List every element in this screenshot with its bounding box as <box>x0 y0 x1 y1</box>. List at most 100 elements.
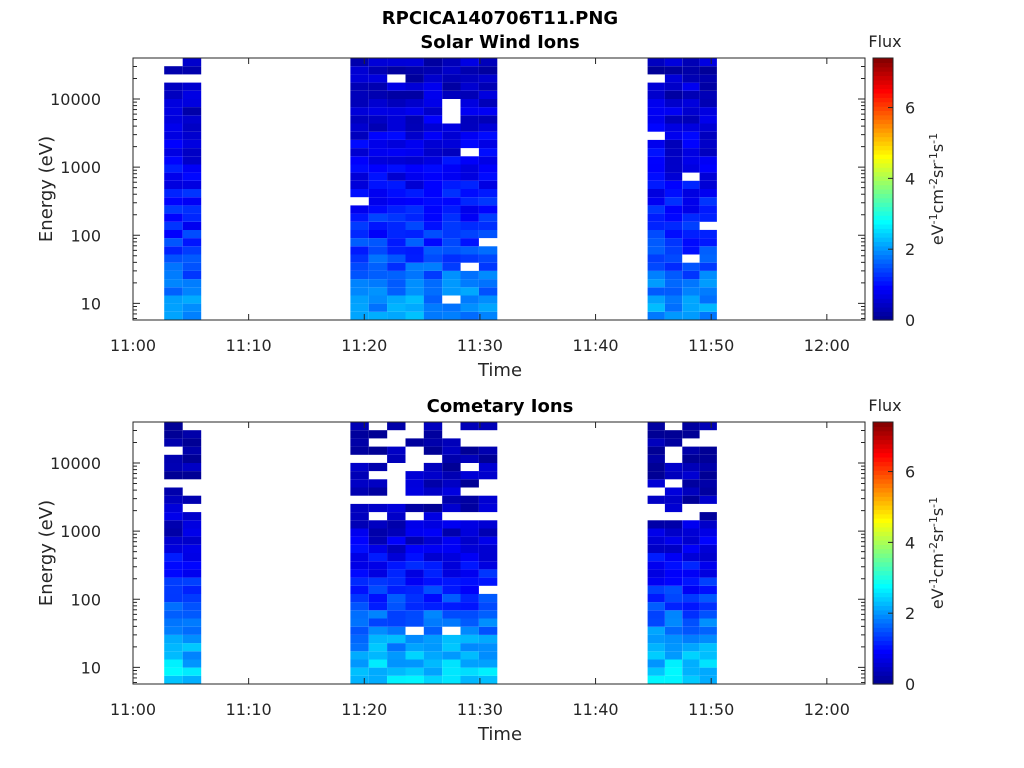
heatmap-cell <box>387 205 406 214</box>
heatmap-cell <box>387 512 406 521</box>
heatmap-cell <box>647 610 665 619</box>
heatmap-cell <box>405 438 424 447</box>
heatmap-cell <box>164 115 183 124</box>
heatmap-cell <box>460 197 479 206</box>
heatmap-cell <box>682 107 700 116</box>
heatmap-cell <box>182 553 202 562</box>
heatmap-cell <box>664 659 683 668</box>
heatmap-cell <box>387 82 406 91</box>
heatmap-cell <box>478 262 498 271</box>
colorbar-segment <box>873 487 893 493</box>
heatmap-cell <box>460 577 479 586</box>
heatmap-cell <box>182 295 202 304</box>
colorbar-segment <box>873 557 893 563</box>
heatmap-cell <box>647 495 665 504</box>
heatmap-cell <box>647 221 665 230</box>
heatmap-cell <box>478 569 498 578</box>
heatmap-cell <box>423 438 443 447</box>
colorbar-segment <box>873 154 893 160</box>
heatmap-cell <box>442 131 461 140</box>
heatmap-cell <box>478 602 498 611</box>
heatmap-cell <box>423 213 443 222</box>
colorbar-segment <box>873 622 893 628</box>
colorbar-segment <box>873 539 893 545</box>
heatmap-cell <box>682 221 700 230</box>
heatmap-cell <box>460 651 479 660</box>
heatmap-cell <box>164 131 183 140</box>
heatmap-cell <box>405 675 424 684</box>
y-axis-label: Energy (eV) <box>36 500 57 606</box>
heatmap-cell <box>405 213 424 222</box>
heatmap-cell <box>682 148 700 157</box>
heatmap-cell <box>478 221 498 230</box>
heatmap-cell <box>350 287 369 296</box>
heatmap-cell <box>405 544 424 553</box>
heatmap-cell <box>699 90 717 99</box>
heatmap-cell <box>699 229 717 239</box>
heatmap-cell <box>478 107 498 116</box>
heatmap-cell <box>699 311 717 320</box>
heatmap-cell <box>387 303 406 312</box>
heatmap-cell <box>368 172 388 181</box>
colorbar-segment <box>873 232 893 238</box>
heatmap-cell <box>478 148 498 157</box>
heatmap-cell <box>182 446 202 455</box>
x-tick-label: 11:30 <box>457 700 503 719</box>
heatmap-cell <box>182 303 202 312</box>
heatmap-cell <box>664 487 683 496</box>
colorbar-segment <box>873 66 893 72</box>
heatmap-cell <box>182 115 202 124</box>
heatmap-cell <box>699 180 717 189</box>
heatmap-cell <box>699 74 717 83</box>
heatmap-cell <box>387 544 406 553</box>
heatmap-cell <box>442 675 461 684</box>
x-tick-label: 11:30 <box>457 336 503 355</box>
heatmap-cell <box>350 131 369 140</box>
panel-title: Solar Wind Ions <box>420 32 579 53</box>
heatmap-cell <box>368 287 388 296</box>
heatmap-cell <box>460 221 479 230</box>
heatmap-cell <box>664 123 683 132</box>
heatmap-cell <box>647 569 665 578</box>
colorbar-tick-label: 0 <box>905 675 915 694</box>
heatmap-cell <box>442 577 461 586</box>
heatmap-cell <box>460 238 479 247</box>
heatmap-cell <box>647 303 665 312</box>
heatmap-cell <box>647 561 665 570</box>
colorbar-segment <box>873 522 893 528</box>
colorbar-unit-label: eV-1cm-2sr-1s-1 <box>927 133 947 245</box>
heatmap-cell <box>350 98 369 108</box>
heatmap-cell <box>699 156 717 165</box>
heatmap-cell <box>368 446 388 455</box>
heatmap-cell <box>647 262 665 271</box>
colorbar-segment <box>873 535 893 541</box>
heatmap-cell <box>423 115 443 124</box>
heatmap-cell <box>442 651 461 660</box>
heatmap-cell <box>182 528 202 537</box>
heatmap-cell <box>387 602 406 611</box>
colorbar-segment <box>873 175 893 181</box>
heatmap-cell <box>368 82 388 91</box>
heatmap-cell <box>164 164 183 173</box>
colorbar-segment <box>873 657 893 663</box>
heatmap-cell <box>664 58 683 67</box>
heatmap-cell <box>368 246 388 255</box>
heatmap-cell <box>442 270 461 280</box>
heatmap-cell <box>350 107 369 116</box>
heatmap-cell <box>442 659 461 668</box>
heatmap-cell <box>699 651 717 660</box>
x-tick-label: 12:00 <box>804 336 850 355</box>
heatmap-cell <box>664 66 683 75</box>
heatmap-cell <box>423 270 443 280</box>
x-tick-label: 12:00 <box>804 700 850 719</box>
heatmap-cell <box>460 295 479 304</box>
heatmap-cell <box>682 311 700 320</box>
heatmap-cell <box>405 659 424 668</box>
heatmap-cell <box>478 462 498 472</box>
heatmap-cell <box>664 553 683 562</box>
heatmap-cell <box>405 536 424 545</box>
heatmap-cell <box>164 487 183 496</box>
heatmap-cell <box>699 577 717 586</box>
colorbar-segment <box>873 596 893 602</box>
heatmap-cell <box>387 180 406 189</box>
